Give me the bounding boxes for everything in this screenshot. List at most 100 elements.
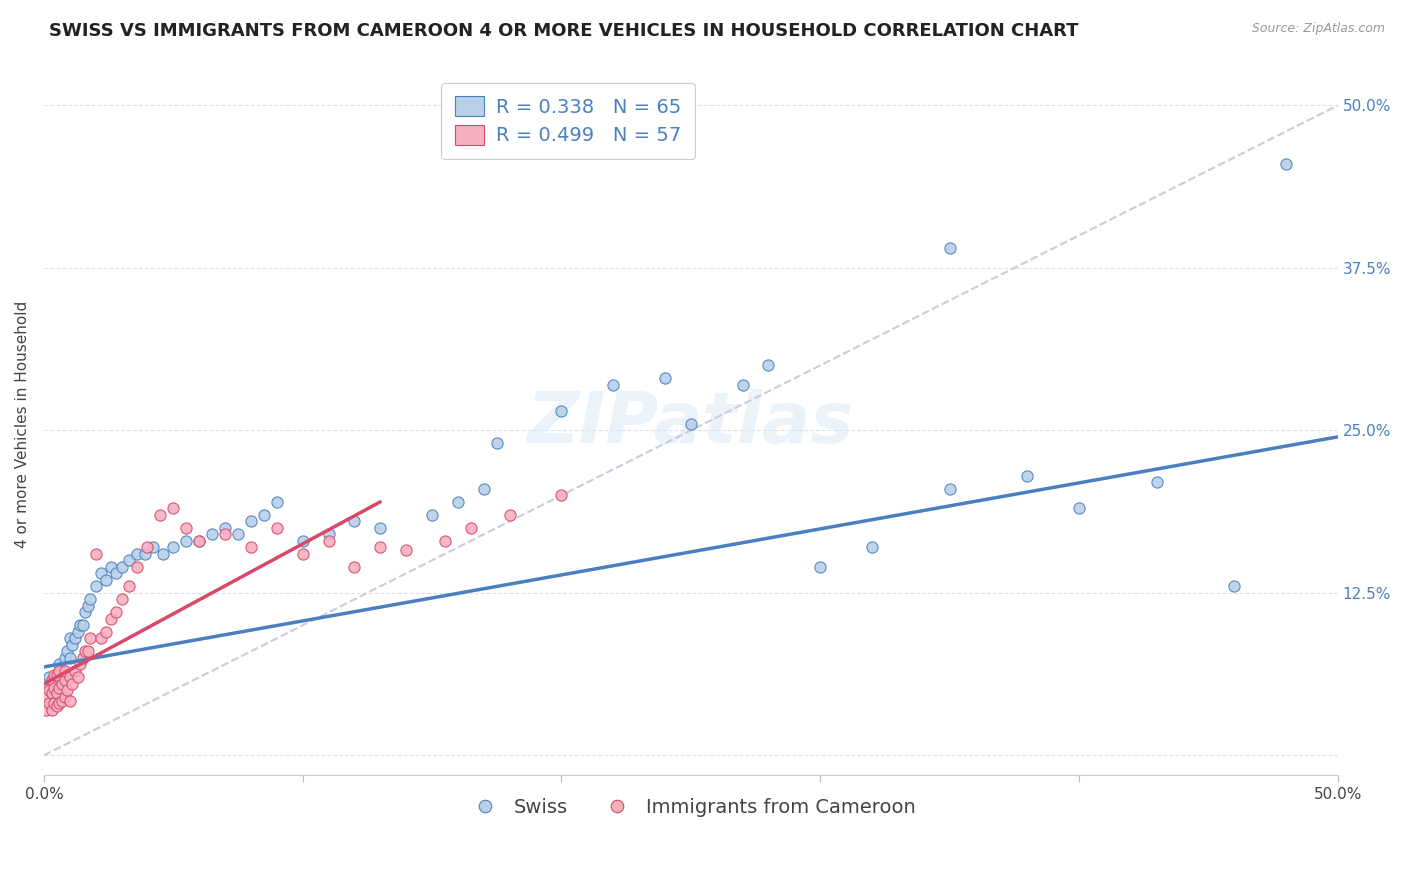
Point bbox=[45, 670, 67, 684]
Point bbox=[201, 527, 224, 541]
Point bbox=[41, 673, 63, 687]
Point bbox=[162, 501, 184, 516]
Point bbox=[94, 573, 117, 587]
Point bbox=[550, 404, 572, 418]
Point bbox=[226, 527, 249, 541]
Point bbox=[550, 488, 572, 502]
Point bbox=[1067, 501, 1090, 516]
Point bbox=[72, 650, 94, 665]
Point bbox=[45, 667, 67, 681]
Point bbox=[291, 547, 314, 561]
Point bbox=[395, 543, 418, 558]
Point bbox=[35, 677, 58, 691]
Point bbox=[63, 632, 86, 646]
Point bbox=[152, 547, 174, 561]
Point bbox=[79, 632, 101, 646]
Point bbox=[59, 694, 82, 708]
Point bbox=[66, 670, 89, 684]
Point bbox=[60, 638, 83, 652]
Point bbox=[266, 495, 288, 509]
Point bbox=[59, 650, 82, 665]
Point bbox=[472, 482, 495, 496]
Point bbox=[136, 541, 159, 555]
Point bbox=[59, 670, 82, 684]
Point bbox=[41, 686, 63, 700]
Point bbox=[125, 560, 148, 574]
Point bbox=[433, 533, 456, 548]
Point bbox=[48, 696, 70, 710]
Point bbox=[44, 686, 66, 700]
Point bbox=[447, 495, 470, 509]
Point bbox=[368, 541, 391, 555]
Point bbox=[266, 521, 288, 535]
Point bbox=[38, 670, 60, 684]
Point bbox=[808, 560, 831, 574]
Point bbox=[51, 694, 73, 708]
Point bbox=[44, 681, 66, 695]
Point bbox=[731, 378, 754, 392]
Point bbox=[142, 541, 165, 555]
Point bbox=[188, 533, 211, 548]
Point bbox=[253, 508, 276, 522]
Point bbox=[938, 482, 960, 496]
Point bbox=[53, 673, 76, 687]
Point bbox=[318, 527, 340, 541]
Point bbox=[239, 515, 262, 529]
Point bbox=[84, 547, 107, 561]
Point bbox=[35, 690, 58, 704]
Point bbox=[125, 547, 148, 561]
Text: ZIPatlas: ZIPatlas bbox=[527, 390, 855, 458]
Point bbox=[134, 547, 156, 561]
Point bbox=[498, 508, 520, 522]
Point bbox=[75, 644, 97, 658]
Point bbox=[45, 698, 67, 713]
Point bbox=[368, 521, 391, 535]
Point bbox=[48, 664, 70, 678]
Point bbox=[56, 644, 79, 658]
Point bbox=[69, 657, 91, 672]
Point bbox=[75, 605, 97, 619]
Point bbox=[118, 553, 141, 567]
Point bbox=[48, 681, 70, 695]
Y-axis label: 4 or more Vehicles in Household: 4 or more Vehicles in Household bbox=[15, 301, 30, 548]
Point bbox=[51, 664, 73, 678]
Point bbox=[1017, 469, 1039, 483]
Point bbox=[53, 650, 76, 665]
Point bbox=[66, 624, 89, 639]
Point bbox=[84, 579, 107, 593]
Point bbox=[63, 664, 86, 678]
Point bbox=[318, 533, 340, 548]
Point bbox=[654, 371, 676, 385]
Text: SWISS VS IMMIGRANTS FROM CAMEROON 4 OR MORE VEHICLES IN HOUSEHOLD CORRELATION CH: SWISS VS IMMIGRANTS FROM CAMEROON 4 OR M… bbox=[49, 22, 1078, 40]
Point bbox=[214, 527, 236, 541]
Point bbox=[69, 618, 91, 632]
Point bbox=[41, 703, 63, 717]
Point bbox=[174, 521, 197, 535]
Point bbox=[53, 664, 76, 678]
Point bbox=[343, 560, 366, 574]
Point bbox=[44, 696, 66, 710]
Point bbox=[72, 618, 94, 632]
Point bbox=[90, 566, 112, 581]
Point bbox=[59, 632, 82, 646]
Point bbox=[45, 686, 67, 700]
Point bbox=[679, 417, 702, 431]
Point bbox=[291, 533, 314, 548]
Point bbox=[44, 667, 66, 681]
Point bbox=[48, 657, 70, 672]
Point bbox=[188, 533, 211, 548]
Point bbox=[602, 378, 624, 392]
Point bbox=[118, 579, 141, 593]
Point bbox=[38, 683, 60, 698]
Point bbox=[48, 677, 70, 691]
Legend: Swiss, Immigrants from Cameroon: Swiss, Immigrants from Cameroon bbox=[458, 790, 924, 825]
Point bbox=[53, 690, 76, 704]
Point bbox=[938, 242, 960, 256]
Point bbox=[100, 560, 122, 574]
Point bbox=[174, 533, 197, 548]
Point bbox=[100, 612, 122, 626]
Point bbox=[343, 515, 366, 529]
Point bbox=[77, 644, 100, 658]
Point bbox=[53, 670, 76, 684]
Point bbox=[1275, 157, 1298, 171]
